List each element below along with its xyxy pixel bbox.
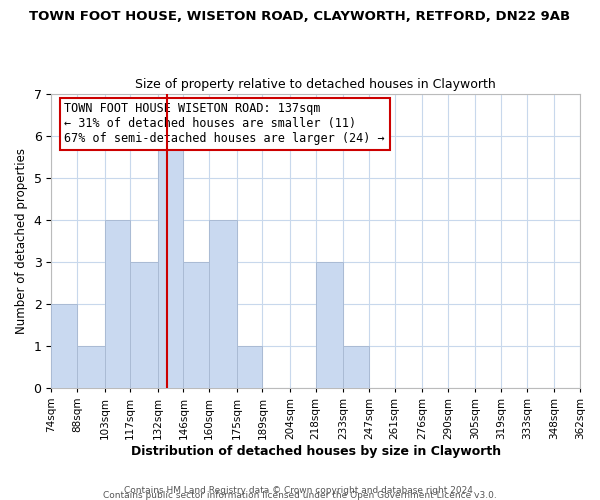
Bar xyxy=(316,262,343,388)
Bar xyxy=(209,220,236,388)
Bar xyxy=(343,346,369,388)
Text: Contains HM Land Registry data © Crown copyright and database right 2024.: Contains HM Land Registry data © Crown c… xyxy=(124,486,476,495)
Bar xyxy=(236,346,262,388)
Text: TOWN FOOT HOUSE WISETON ROAD: 137sqm
← 31% of detached houses are smaller (11)
6: TOWN FOOT HOUSE WISETON ROAD: 137sqm ← 3… xyxy=(64,102,385,146)
Bar xyxy=(104,220,130,388)
Bar xyxy=(130,262,158,388)
Text: TOWN FOOT HOUSE, WISETON ROAD, CLAYWORTH, RETFORD, DN22 9AB: TOWN FOOT HOUSE, WISETON ROAD, CLAYWORTH… xyxy=(29,10,571,23)
Text: Contains public sector information licensed under the Open Government Licence v3: Contains public sector information licen… xyxy=(103,491,497,500)
Bar xyxy=(184,262,209,388)
Bar xyxy=(51,304,77,388)
Bar xyxy=(158,136,184,388)
X-axis label: Distribution of detached houses by size in Clayworth: Distribution of detached houses by size … xyxy=(131,444,501,458)
Title: Size of property relative to detached houses in Clayworth: Size of property relative to detached ho… xyxy=(135,78,496,91)
Bar xyxy=(77,346,104,388)
Y-axis label: Number of detached properties: Number of detached properties xyxy=(15,148,28,334)
